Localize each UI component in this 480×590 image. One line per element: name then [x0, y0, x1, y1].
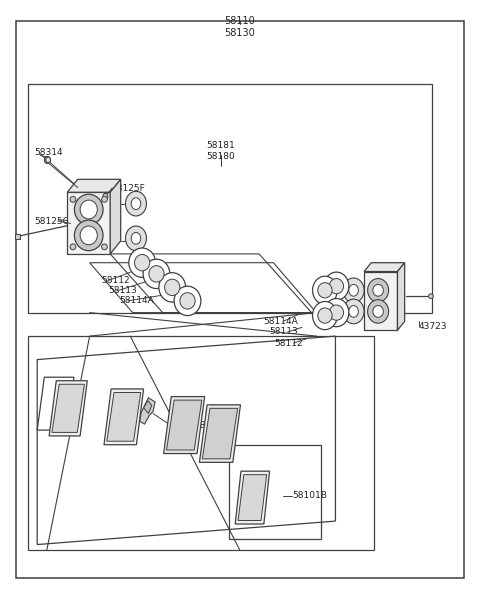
Bar	[28, 84, 432, 313]
Ellipse shape	[429, 294, 433, 299]
Text: 58125C: 58125C	[34, 217, 69, 225]
Ellipse shape	[349, 306, 359, 317]
Ellipse shape	[131, 232, 141, 244]
Ellipse shape	[349, 284, 359, 296]
Ellipse shape	[324, 299, 349, 327]
Ellipse shape	[131, 198, 141, 209]
Ellipse shape	[80, 226, 97, 245]
Polygon shape	[235, 471, 270, 524]
Polygon shape	[52, 384, 84, 432]
Ellipse shape	[373, 306, 384, 317]
Polygon shape	[167, 400, 202, 450]
Text: 58101B: 58101B	[292, 491, 327, 500]
Text: 58112: 58112	[275, 339, 303, 348]
Polygon shape	[144, 401, 152, 414]
Bar	[15, 234, 20, 238]
Bar	[67, 192, 110, 254]
Ellipse shape	[102, 244, 108, 250]
Ellipse shape	[165, 279, 180, 296]
Polygon shape	[110, 179, 120, 254]
Ellipse shape	[70, 244, 76, 250]
Text: 57134: 57134	[89, 204, 117, 212]
Ellipse shape	[318, 283, 332, 298]
Ellipse shape	[46, 157, 50, 163]
Text: 58114A: 58114A	[263, 317, 298, 326]
Ellipse shape	[70, 196, 76, 202]
Ellipse shape	[368, 278, 389, 302]
Ellipse shape	[343, 278, 364, 303]
Ellipse shape	[373, 284, 384, 296]
Ellipse shape	[368, 300, 389, 323]
Ellipse shape	[312, 276, 337, 304]
Text: 58114A: 58114A	[120, 296, 155, 306]
Polygon shape	[140, 398, 155, 424]
Text: 58110
58130: 58110 58130	[225, 16, 255, 38]
Ellipse shape	[329, 278, 344, 294]
Polygon shape	[397, 263, 405, 330]
Ellipse shape	[174, 286, 201, 316]
Polygon shape	[67, 179, 120, 192]
Polygon shape	[164, 396, 204, 454]
Ellipse shape	[329, 305, 344, 320]
Text: 58314: 58314	[34, 149, 62, 158]
Ellipse shape	[80, 200, 97, 219]
Ellipse shape	[129, 248, 156, 277]
Polygon shape	[49, 381, 87, 436]
Text: 58181
58180: 58181 58180	[206, 142, 235, 161]
Text: 58112: 58112	[102, 276, 130, 285]
Bar	[364, 271, 397, 330]
Text: 43723: 43723	[419, 322, 447, 330]
Ellipse shape	[74, 220, 103, 251]
Polygon shape	[37, 377, 74, 430]
Ellipse shape	[180, 293, 195, 309]
Text: 58144B: 58144B	[171, 421, 205, 430]
Ellipse shape	[103, 194, 108, 199]
Ellipse shape	[143, 259, 170, 289]
Ellipse shape	[125, 191, 146, 216]
Text: 58113: 58113	[270, 327, 299, 336]
Ellipse shape	[74, 194, 103, 225]
Polygon shape	[202, 408, 238, 459]
Text: 58125F: 58125F	[111, 183, 145, 192]
Ellipse shape	[149, 266, 164, 282]
Text: 58113: 58113	[109, 286, 137, 296]
Polygon shape	[199, 405, 240, 463]
Polygon shape	[107, 392, 141, 441]
Ellipse shape	[343, 299, 364, 324]
Ellipse shape	[102, 196, 108, 202]
Ellipse shape	[159, 273, 186, 302]
Ellipse shape	[324, 272, 349, 300]
Ellipse shape	[44, 156, 50, 163]
Ellipse shape	[312, 301, 337, 330]
Ellipse shape	[318, 308, 332, 323]
Polygon shape	[238, 475, 267, 520]
Polygon shape	[104, 389, 144, 445]
Bar	[28, 336, 373, 550]
Ellipse shape	[125, 226, 146, 251]
Ellipse shape	[134, 254, 150, 271]
Polygon shape	[364, 263, 405, 271]
